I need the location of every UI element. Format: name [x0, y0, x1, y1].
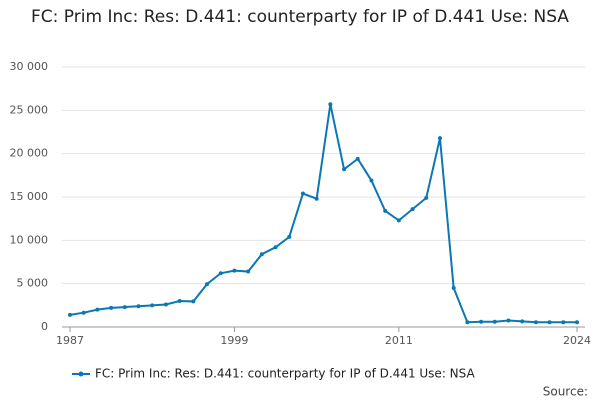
point: [109, 305, 114, 310]
legend-marker: [78, 371, 84, 377]
point: [575, 320, 579, 325]
point: [520, 319, 525, 324]
chart-title: FC: Prim Inc: Res: D.441: counterparty f…: [31, 7, 569, 27]
y-tick-label: 15 000: [10, 190, 49, 203]
point: [300, 191, 305, 196]
point: [81, 310, 86, 315]
y-tick-label: 30 000: [10, 60, 49, 73]
point: [328, 102, 333, 107]
point: [383, 208, 388, 213]
point: [95, 307, 100, 312]
point: [314, 196, 319, 201]
point: [205, 282, 210, 287]
point: [259, 252, 264, 257]
point: [492, 319, 497, 324]
point: [191, 299, 196, 304]
point: [68, 312, 72, 317]
x-tick-label: 2011: [385, 334, 413, 347]
point: [561, 320, 566, 325]
point: [273, 245, 278, 250]
y-tick-label: 5 000: [17, 277, 49, 290]
series-line: [69, 104, 577, 324]
point: [506, 318, 511, 323]
point: [246, 269, 251, 274]
point: [451, 286, 456, 290]
point: [465, 320, 470, 325]
y-tick-label: 20 000: [10, 147, 49, 160]
x-tick-label: 1987: [56, 334, 84, 347]
point: [122, 305, 127, 310]
y-tick-label: 0: [41, 320, 48, 333]
point: [232, 268, 237, 273]
point: [355, 156, 360, 161]
y-tick-label: 10 000: [10, 233, 49, 246]
point: [150, 303, 155, 308]
point: [218, 271, 223, 276]
point: [369, 178, 374, 183]
point: [437, 136, 442, 141]
y-tick-label: 25 000: [10, 103, 49, 116]
point: [177, 299, 182, 303]
point: [533, 320, 538, 325]
point: [163, 302, 168, 307]
point: [424, 195, 429, 200]
point: [410, 207, 415, 212]
x-tick-label: 1999: [220, 334, 248, 347]
source: Source:: [543, 385, 588, 399]
legend-label: FC: Prim Inc: Res: D.441: counterparty f…: [95, 367, 475, 381]
point: [396, 218, 401, 223]
point: [547, 320, 552, 325]
point: [479, 319, 484, 324]
point: [287, 234, 292, 239]
point: [342, 167, 347, 172]
x-tick-label: 2024: [563, 334, 591, 347]
point: [136, 304, 141, 309]
